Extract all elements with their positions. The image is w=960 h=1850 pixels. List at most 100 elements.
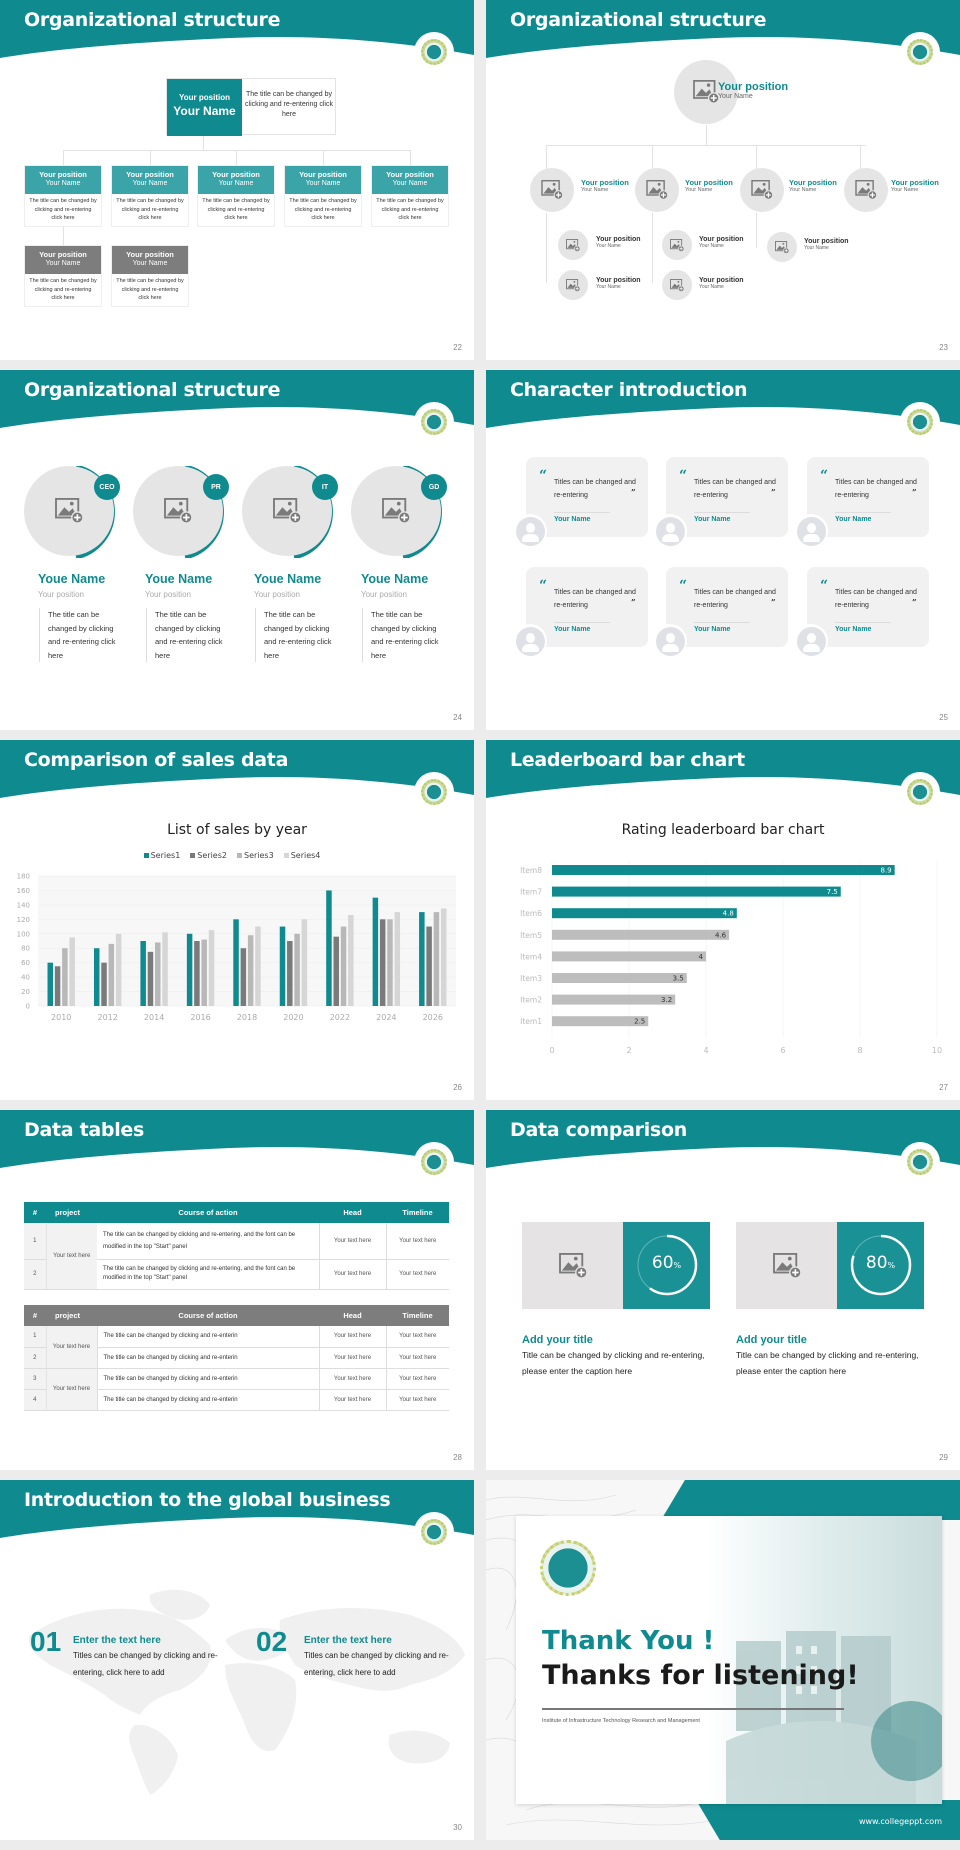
page-number: 25 bbox=[939, 713, 948, 722]
quote-card[interactable]: “Titles can be changed and re-entering” Y… bbox=[666, 567, 788, 647]
quote-close-icon: ” bbox=[771, 487, 776, 497]
page-number: 22 bbox=[453, 343, 462, 352]
role-badge: PR bbox=[203, 474, 229, 500]
position-box[interactable]: Your position Your Name The title can be c… bbox=[111, 245, 189, 307]
item-number: 02 bbox=[256, 1626, 288, 1657]
chart-legend: Series1 Series2 Series3 Series4 bbox=[0, 851, 474, 860]
slide-header: Leaderboard bar chart bbox=[486, 740, 960, 800]
svg-text:40: 40 bbox=[21, 974, 30, 982]
slide-30[interactable]: Introduction to the global business 01 E… bbox=[0, 1480, 474, 1840]
svg-text:0: 0 bbox=[26, 1003, 30, 1011]
svg-text:Item2: Item2 bbox=[520, 996, 542, 1005]
image-add-icon bbox=[164, 498, 192, 524]
data-table-2: # project Course of action Head Timeline 1 Yo… bbox=[24, 1305, 449, 1411]
photo-placeholder[interactable] bbox=[736, 1222, 837, 1309]
svg-text:2022: 2022 bbox=[330, 1013, 350, 1022]
teal-band-top bbox=[661, 1480, 960, 1520]
slide-23[interactable]: Organizational structure Your position Yo… bbox=[486, 0, 960, 360]
table-row: 2 The title can be changed by clicking a… bbox=[24, 1259, 449, 1290]
column-chart: 0 20 40 60 80 100 120 140 160 180 2010 2012 2014 2016… bbox=[17, 873, 456, 1022]
photo-placeholder[interactable] bbox=[767, 232, 797, 262]
top-position-box[interactable]: Your position Your Name The title can be … bbox=[166, 78, 336, 136]
svg-text:8: 8 bbox=[857, 1046, 862, 1055]
position-box[interactable]: Your position Your Name The title can be c… bbox=[197, 165, 275, 227]
slide-header: Organizational structure bbox=[486, 0, 960, 60]
image-add-icon bbox=[566, 239, 580, 252]
svg-text:100: 100 bbox=[17, 930, 30, 938]
slide-title: Data comparison bbox=[510, 1119, 687, 1141]
slide-25[interactable]: Character introduction “Titles can be ch… bbox=[486, 370, 960, 730]
svg-text:3.2: 3.2 bbox=[661, 996, 672, 1004]
svg-text:3.5: 3.5 bbox=[673, 975, 684, 983]
slide-title: Data tables bbox=[24, 1119, 145, 1141]
slide-title: Organizational structure bbox=[510, 9, 767, 31]
photo-placeholder[interactable] bbox=[740, 168, 784, 212]
quote-card[interactable]: “Titles can be changed and re-entering” Y… bbox=[526, 567, 648, 647]
photo-placeholder[interactable] bbox=[558, 230, 588, 260]
slide-thank-you[interactable]: Thank You ! Thanks for listening! Instit… bbox=[486, 1480, 960, 1840]
slide-24[interactable]: Organizational structure CEO Youe Name Y… bbox=[0, 370, 474, 730]
svg-text:2: 2 bbox=[626, 1046, 631, 1055]
institute-logo bbox=[900, 402, 940, 442]
legend-item: Series3 bbox=[237, 851, 274, 860]
chart-title: Rating leaderboard bar chart bbox=[621, 822, 825, 838]
slide-28[interactable]: Data tables # project Course of action Head… bbox=[0, 1110, 474, 1470]
svg-text:2012: 2012 bbox=[97, 1013, 117, 1022]
slide-29[interactable]: Data comparison 60% Add your title Title… bbox=[486, 1110, 960, 1470]
quote-card[interactable]: “Titles can be changed and re-entering” Y… bbox=[807, 567, 929, 647]
image-add-icon bbox=[559, 1253, 587, 1279]
image-add-icon bbox=[670, 239, 684, 252]
progress-ring bbox=[636, 1234, 698, 1296]
svg-text:4.6: 4.6 bbox=[715, 931, 727, 939]
svg-text:Item4: Item4 bbox=[520, 952, 542, 961]
image-add-icon bbox=[273, 498, 301, 524]
position-box[interactable]: Your position Your Name The title can be c… bbox=[371, 165, 449, 227]
photo-placeholder[interactable] bbox=[522, 1222, 623, 1309]
position-box[interactable]: Your position Your Name The title can be c… bbox=[284, 165, 362, 227]
website-link[interactable]: www.collegeppt.com bbox=[858, 1817, 942, 1826]
svg-text:4: 4 bbox=[703, 1046, 708, 1055]
quote-card[interactable]: “Titles can be changed and re-entering” Y… bbox=[526, 457, 648, 537]
photo-placeholder[interactable] bbox=[558, 270, 588, 300]
thanks-subtitle: Thanks for listening! bbox=[542, 1660, 859, 1691]
quote-card[interactable]: “Titles can be changed and re-entering” Y… bbox=[807, 457, 929, 537]
svg-text:2010: 2010 bbox=[51, 1013, 71, 1022]
quote-card[interactable]: “Titles can be changed and re-entering” Y… bbox=[666, 457, 788, 537]
page-number: 26 bbox=[453, 1083, 462, 1092]
photo-placeholder[interactable] bbox=[844, 168, 888, 212]
slide-27[interactable]: Leaderboard bar chart Rating leaderboard… bbox=[486, 740, 960, 1100]
slide-title: Organizational structure bbox=[24, 379, 281, 401]
item-number: 01 bbox=[30, 1626, 62, 1657]
photo-placeholder[interactable] bbox=[662, 230, 692, 260]
photo-placeholder[interactable] bbox=[635, 168, 679, 212]
svg-text:Item7: Item7 bbox=[520, 888, 542, 897]
svg-text:2026: 2026 bbox=[423, 1013, 443, 1022]
position-box[interactable]: Your position Your Name The title can be c… bbox=[111, 165, 189, 227]
image-add-icon bbox=[55, 498, 83, 524]
slide-22[interactable]: Organizational structure Your position Yo… bbox=[0, 0, 474, 360]
svg-text:6: 6 bbox=[780, 1046, 785, 1055]
slide-header: Comparison of sales data bbox=[0, 740, 474, 800]
slide-26[interactable]: Comparison of sales data List of sales b… bbox=[0, 740, 474, 1100]
institute-logo bbox=[900, 32, 940, 72]
world-map-background bbox=[28, 1589, 465, 1795]
avatar bbox=[513, 514, 547, 548]
photo-placeholder[interactable] bbox=[674, 60, 738, 124]
position-box[interactable]: Your position Your Name The title can be c… bbox=[24, 245, 102, 307]
svg-text:0: 0 bbox=[549, 1046, 554, 1055]
role-badge: IT bbox=[312, 474, 338, 500]
quote-close-icon: ” bbox=[631, 487, 636, 497]
percent-panel: 80% bbox=[837, 1222, 924, 1309]
image-add-icon bbox=[855, 180, 877, 200]
slide-header: Organizational structure bbox=[0, 0, 474, 60]
percent-panel: 60% bbox=[623, 1222, 710, 1309]
quote-close-icon: ” bbox=[912, 597, 917, 607]
photo-placeholder[interactable] bbox=[662, 270, 692, 300]
svg-text:7.5: 7.5 bbox=[827, 888, 838, 896]
image-add-icon bbox=[751, 180, 773, 200]
svg-text:Item8: Item8 bbox=[520, 866, 542, 875]
svg-text:2.5: 2.5 bbox=[634, 1018, 645, 1026]
position-box[interactable]: Your position Your Name The title can be c… bbox=[24, 165, 102, 227]
photo-placeholder[interactable] bbox=[530, 168, 574, 212]
avatar bbox=[794, 624, 828, 658]
